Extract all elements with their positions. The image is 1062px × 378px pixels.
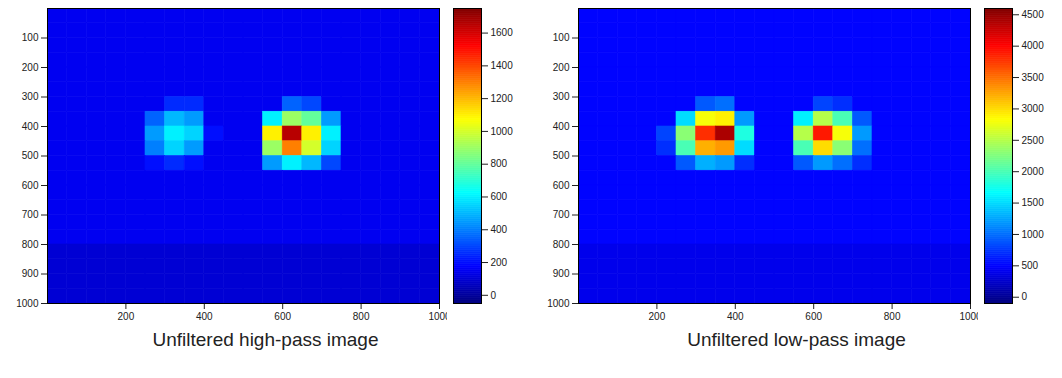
svg-text:1000: 1000 [428,311,447,322]
svg-text:4000: 4000 [1021,40,1044,51]
svg-text:1600: 1600 [490,27,513,38]
svg-text:500: 500 [1021,260,1038,271]
svg-text:800: 800 [352,311,369,322]
html-text:Unfiltered high-pass image: Unfiltered high-pass image [152,329,379,350]
svg-text:400: 400 [21,121,38,132]
svg-text:700: 700 [552,209,569,220]
svg-text:800: 800 [21,239,38,250]
svg-text:1000: 1000 [547,298,570,309]
svg-text:200: 200 [21,62,38,73]
svg-text:1200: 1200 [490,93,513,104]
svg-text:3000: 3000 [1021,103,1044,114]
svg-text:300: 300 [552,91,569,102]
svg-text:600: 600 [552,180,569,191]
svg-text:300: 300 [21,91,38,102]
svg-text:0: 0 [490,290,496,301]
svg-text:1000: 1000 [1021,229,1044,240]
svg-text:100: 100 [552,32,569,43]
svg-text:200: 200 [117,311,134,322]
svg-text:500: 500 [21,150,38,161]
svg-text:600: 600 [274,311,291,322]
svg-text:600: 600 [21,180,38,191]
svg-text:1000: 1000 [959,311,978,322]
svg-text:800: 800 [883,311,900,322]
svg-text:600: 600 [490,191,507,202]
svg-text:400: 400 [195,311,212,322]
html-text:Unfiltered low-pass image: Unfiltered low-pass image [687,329,906,350]
svg-text:1000: 1000 [490,126,513,137]
svg-text:800: 800 [552,239,569,250]
svg-text:1500: 1500 [1021,197,1044,208]
svg-text:1400: 1400 [490,60,513,71]
svg-text:900: 900 [552,268,569,279]
svg-text:1000: 1000 [16,298,39,309]
svg-text:900: 900 [21,268,38,279]
svg-text:2500: 2500 [1021,135,1044,146]
svg-text:400: 400 [726,311,743,322]
svg-text:200: 200 [552,62,569,73]
svg-text:3500: 3500 [1021,72,1044,83]
svg-text:200: 200 [490,257,507,268]
svg-text:700: 700 [21,209,38,220]
svg-text:4500: 4500 [1021,9,1044,20]
svg-text:100: 100 [21,32,38,43]
svg-text:600: 600 [805,311,822,322]
svg-text:0: 0 [1021,291,1027,302]
svg-text:400: 400 [490,224,507,235]
svg-text:200: 200 [648,311,665,322]
svg-text:2000: 2000 [1021,166,1044,177]
svg-text:500: 500 [552,150,569,161]
svg-text:800: 800 [490,158,507,169]
svg-text:400: 400 [552,121,569,132]
